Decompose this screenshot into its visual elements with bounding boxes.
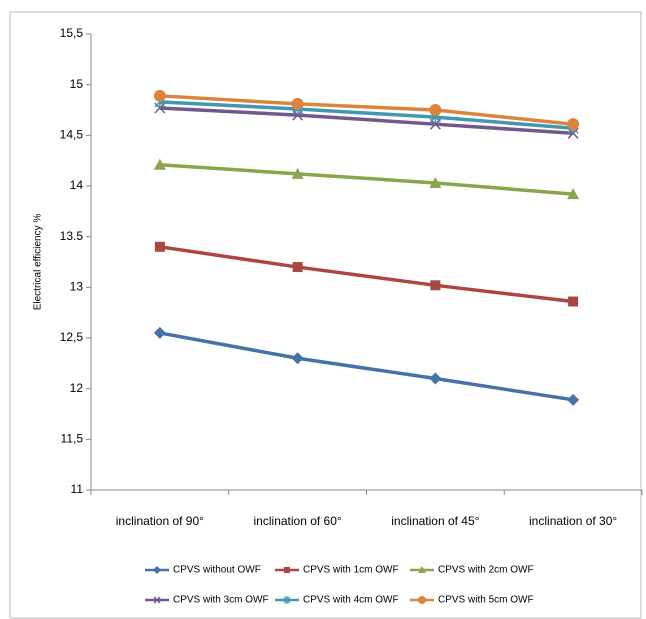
data-point — [429, 176, 442, 188]
y-tick-label: 15 — [70, 77, 84, 91]
legend-marker — [153, 566, 161, 574]
series-line — [159, 162, 574, 196]
x-tick-label: inclination of 90° — [116, 514, 204, 528]
data-point — [568, 296, 579, 307]
data-point — [567, 118, 580, 131]
data-point — [291, 97, 304, 110]
y-tick-label: 14 — [70, 178, 84, 192]
legend-label: CPVS with 5cm OWF — [438, 595, 534, 606]
data-point — [153, 158, 166, 170]
series-line — [159, 245, 574, 304]
chart-frame — [9, 11, 642, 619]
data-point — [154, 241, 165, 252]
series-line — [159, 100, 574, 130]
legend-marker — [153, 596, 161, 604]
data-point — [291, 167, 304, 179]
data-point — [153, 326, 166, 339]
data-point — [153, 89, 166, 102]
data-point — [429, 104, 442, 116]
x-tick-label: inclination of 45° — [391, 514, 479, 528]
y-tick-label: 15,5 — [60, 26, 84, 40]
legend-label: CPVS without OWF — [173, 565, 261, 576]
x-tick-label: inclination of 30° — [529, 514, 617, 528]
series-line — [159, 106, 574, 136]
y-tick-label: 12 — [70, 381, 84, 395]
y-tick-label: 11,5 — [61, 432, 84, 446]
data-point — [429, 372, 442, 385]
y-tick-label: 13.5 — [60, 229, 84, 243]
legend-label: CPVS with 1cm OWF — [303, 565, 399, 576]
series-line — [159, 331, 574, 402]
x-tick-label: inclination of 60° — [254, 514, 342, 528]
legend-label: CPVS with 3cm OWF — [173, 595, 269, 606]
legend-label: CPVS with 2cm OWF — [438, 565, 534, 576]
y-tick-label: 12,5 — [60, 330, 84, 344]
y-axis-label: Electrical efficiency % — [33, 214, 44, 311]
series-line — [159, 94, 574, 126]
legend-marker — [284, 567, 290, 573]
y-tick-label: 11 — [71, 482, 84, 496]
y-tick-label: 13 — [70, 280, 84, 294]
data-point — [291, 352, 304, 365]
y-tick-label: 14,5 — [60, 128, 84, 142]
legend-marker — [418, 566, 426, 573]
legend-label: CPVS with 4cm OWF — [303, 595, 399, 606]
legend-marker — [283, 596, 291, 604]
data-point — [567, 188, 580, 200]
data-point — [292, 262, 303, 273]
data-point — [567, 393, 580, 406]
data-point — [430, 280, 441, 291]
legend-marker — [418, 596, 426, 604]
